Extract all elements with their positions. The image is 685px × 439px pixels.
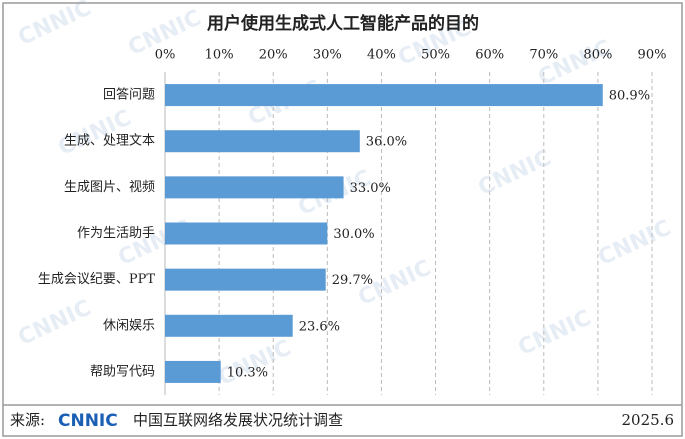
- footer-date: 2025.6: [622, 411, 675, 429]
- watermark: CNNIC: [215, 336, 296, 391]
- watermark: CNNIC: [535, 36, 616, 91]
- y-tick-label: 帮助写代码: [90, 364, 155, 379]
- bar: [165, 84, 603, 107]
- x-tick-label: 60%: [475, 48, 504, 63]
- bar: [165, 176, 344, 199]
- bar: [165, 360, 221, 383]
- y-tick-label: 生成、处理文本: [64, 134, 155, 149]
- x-tick-label: 0%: [155, 48, 176, 63]
- watermark: CNNIC: [595, 216, 676, 271]
- watermark: CNNIC: [15, 296, 96, 351]
- footer-logo: CNNIC: [58, 411, 118, 431]
- y-tick-label: 生成会议纪要、PPT: [38, 272, 155, 287]
- x-tick-label: 50%: [421, 48, 450, 63]
- bar: [165, 130, 360, 153]
- bar: [165, 314, 293, 337]
- bar: [165, 268, 326, 291]
- x-tick-label: 90%: [638, 48, 667, 63]
- x-tick-label: 40%: [367, 48, 396, 63]
- value-label: 29.7%: [332, 273, 373, 288]
- bar: [165, 222, 328, 245]
- x-tick-label: 30%: [313, 48, 342, 63]
- value-label: 23.6%: [299, 319, 340, 334]
- y-tick-label: 回答问题: [103, 87, 155, 103]
- x-tick-label: 10%: [205, 48, 234, 63]
- y-tick-label: 休闲娱乐: [103, 318, 155, 333]
- value-label: 33.0%: [350, 181, 391, 196]
- value-label: 10.3%: [227, 365, 268, 380]
- watermark: CNNIC: [15, 0, 96, 51]
- x-tick-label: 20%: [259, 48, 288, 63]
- watermark: CNNIC: [475, 146, 556, 201]
- x-tick-label: 80%: [583, 48, 612, 63]
- x-tick-label: 70%: [529, 48, 558, 63]
- value-label: 80.9%: [609, 89, 650, 104]
- value-label: 30.0%: [333, 227, 374, 242]
- chart-title: 用户使用生成式人工智能产品的目的: [207, 13, 479, 34]
- footer-source: 中国互联网络发展状况统计调查: [133, 411, 343, 429]
- y-tick-label: 生成图片、视频: [64, 180, 155, 195]
- y-tick-label: 作为生活助手: [77, 226, 155, 241]
- footer-source-label: 来源:: [10, 411, 45, 429]
- value-label: 36.0%: [366, 135, 407, 150]
- watermark: CNNIC: [515, 306, 596, 361]
